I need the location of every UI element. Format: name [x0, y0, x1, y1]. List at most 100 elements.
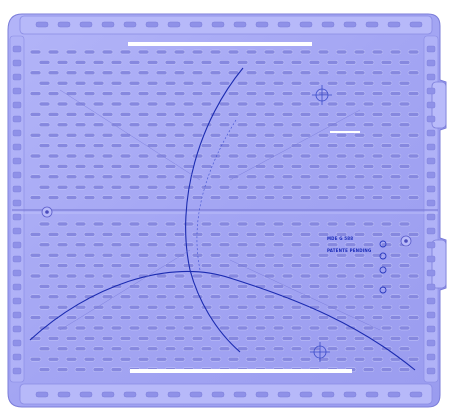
slot	[38, 304, 51, 310]
slot	[38, 101, 51, 107]
slot	[83, 195, 96, 200]
slot	[245, 91, 258, 96]
slot	[317, 315, 330, 320]
slot	[119, 294, 132, 300]
slot	[407, 70, 420, 76]
side-notch	[426, 297, 436, 305]
slot	[209, 132, 222, 138]
slot	[344, 221, 357, 227]
slot	[398, 143, 411, 148]
slot	[155, 195, 168, 200]
top-highlight-bar	[128, 42, 312, 46]
slot	[191, 49, 204, 55]
slot	[344, 346, 357, 352]
rim-notch	[167, 21, 181, 28]
slot	[74, 284, 87, 289]
slot	[236, 325, 249, 331]
slot	[245, 195, 258, 200]
slot	[272, 284, 285, 289]
slot	[335, 356, 348, 362]
slot	[47, 49, 60, 55]
slot	[47, 132, 60, 138]
slot	[326, 221, 339, 227]
slot	[227, 232, 240, 237]
side-notch	[426, 129, 436, 137]
slot	[227, 336, 240, 341]
rim-notch	[299, 21, 313, 28]
slot	[227, 273, 240, 279]
slot	[254, 304, 267, 310]
top-rim	[19, 15, 433, 35]
slot	[263, 252, 276, 258]
slot	[146, 325, 159, 331]
slot	[29, 153, 42, 159]
slot	[245, 252, 258, 258]
slot	[254, 346, 267, 352]
slot	[65, 336, 78, 341]
side-notch	[12, 297, 22, 305]
slot	[164, 164, 177, 169]
slot	[398, 263, 411, 268]
side-notch	[426, 73, 436, 81]
slot	[308, 263, 321, 268]
slot	[371, 153, 384, 159]
slot	[56, 60, 69, 65]
slot	[92, 60, 105, 65]
slot	[326, 242, 339, 248]
side-notch	[12, 269, 22, 277]
rim-notch	[123, 391, 137, 398]
slot	[308, 284, 321, 289]
indicator-circle	[379, 266, 387, 274]
side-notch	[12, 311, 22, 319]
slot	[191, 91, 204, 96]
slot	[353, 356, 366, 362]
slot	[110, 80, 123, 86]
slot	[29, 70, 42, 76]
slot	[110, 263, 123, 268]
slot	[389, 195, 402, 200]
slot	[218, 221, 231, 227]
slot	[362, 164, 375, 169]
slot	[83, 273, 96, 279]
slot	[281, 132, 294, 138]
slot	[155, 315, 168, 320]
slot	[326, 80, 339, 86]
slot	[101, 356, 114, 362]
slot	[344, 164, 357, 169]
slot	[92, 346, 105, 352]
slot	[263, 132, 276, 138]
slot	[164, 242, 177, 248]
slot	[227, 153, 240, 159]
slot	[371, 112, 384, 117]
slot	[29, 252, 42, 258]
slot	[92, 122, 105, 128]
slot	[308, 80, 321, 86]
side-highlight-mark	[330, 131, 360, 133]
slot	[380, 60, 393, 65]
slot	[272, 184, 285, 190]
slot	[362, 242, 375, 248]
slot	[56, 164, 69, 169]
slot	[308, 184, 321, 190]
slot	[119, 153, 132, 159]
slot	[38, 122, 51, 128]
slot	[92, 143, 105, 148]
slot	[110, 184, 123, 190]
slot	[101, 49, 114, 55]
slot	[245, 132, 258, 138]
rim-notch	[299, 391, 313, 398]
slot	[200, 263, 213, 268]
slot	[218, 122, 231, 128]
slot	[236, 221, 249, 227]
slot	[245, 153, 258, 159]
side-notch	[12, 157, 22, 165]
slot	[209, 252, 222, 258]
slot	[263, 112, 276, 117]
slot	[38, 284, 51, 289]
slot	[398, 164, 411, 169]
slot	[317, 174, 330, 180]
side-notch	[12, 101, 22, 109]
mount-hole-right	[400, 235, 412, 247]
side-notch	[12, 73, 22, 81]
slot	[38, 184, 51, 190]
